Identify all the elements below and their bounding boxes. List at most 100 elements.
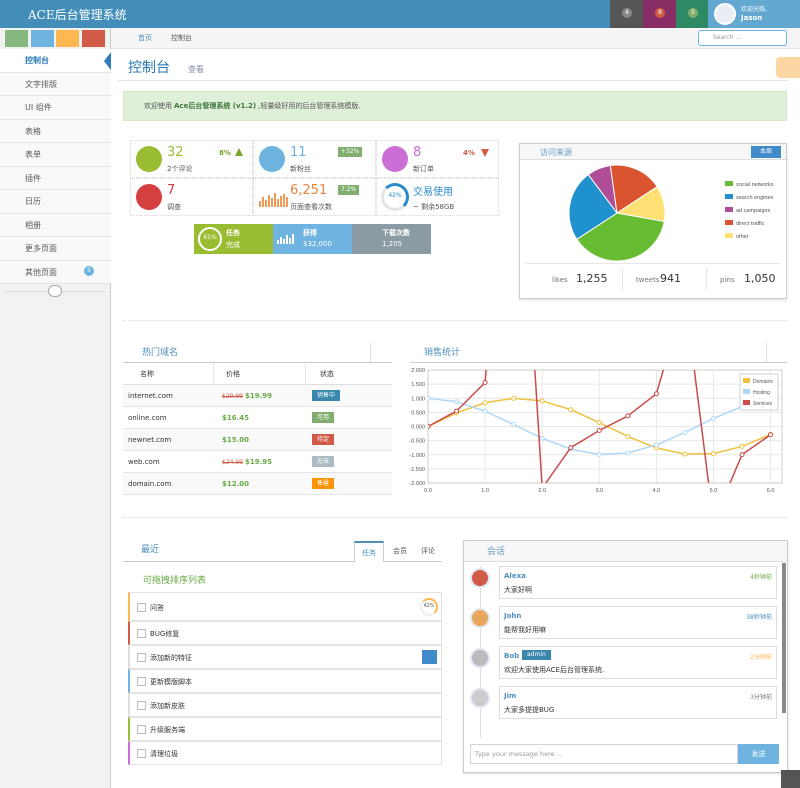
legend-label: Domains xyxy=(753,379,773,385)
task-checkbox[interactable] xyxy=(137,749,146,758)
menu-item[interactable]: 插件 xyxy=(0,166,111,190)
legend-swatch xyxy=(725,207,733,212)
chat-scrollbar xyxy=(782,563,786,713)
menu-item[interactable]: 文字排版 xyxy=(0,72,111,96)
x-tick-label: 1.0 xyxy=(481,488,489,494)
stat-sep xyxy=(622,268,623,290)
chat-name[interactable]: John xyxy=(504,612,522,620)
domain-name: domain.com xyxy=(128,480,172,488)
legend-swatch xyxy=(743,389,750,394)
menu-item[interactable]: 控制台 xyxy=(0,49,111,73)
spark-bar xyxy=(286,197,288,207)
domain-name: online.com xyxy=(128,414,167,422)
chat-avatar xyxy=(470,648,490,668)
brand[interactable]: ACE后台管理系统 xyxy=(28,8,127,22)
crumb[interactable]: 首页 xyxy=(138,34,152,42)
nav-badge: 8 xyxy=(655,8,665,18)
menu-label: 相册 xyxy=(25,220,41,230)
menu-item[interactable]: 表单 xyxy=(0,143,111,167)
chat-name[interactable]: Alexa xyxy=(504,572,526,580)
menu-item[interactable]: 日历 xyxy=(0,190,111,214)
search-box[interactable]: Search ... xyxy=(698,30,787,46)
collapse-toggle[interactable] xyxy=(48,285,62,297)
user-menu[interactable]: 欢迎光临, Jason xyxy=(708,0,800,28)
task-item[interactable]: BUG修复 xyxy=(128,621,442,645)
section-title: 销售统计 xyxy=(424,348,461,358)
settings-tab[interactable] xyxy=(776,57,800,78)
title-line xyxy=(410,362,787,363)
task-checkbox[interactable] xyxy=(137,602,146,612)
menu-label: UI 组件 xyxy=(25,103,52,112)
mini-title: 下载次数 xyxy=(382,229,410,237)
shortcut[interactable] xyxy=(5,30,28,47)
spark-bar xyxy=(262,197,264,207)
task-item[interactable]: 添加新的特征 xyxy=(128,645,442,669)
legend-label: direct traffic xyxy=(736,221,765,227)
task-checkbox[interactable] xyxy=(137,701,146,710)
domain-price: $15.00 xyxy=(222,436,249,444)
scroll-top[interactable] xyxy=(781,770,800,788)
task-item[interactable]: 升级服务端 xyxy=(128,717,442,741)
series-point xyxy=(482,400,488,406)
task-checkbox[interactable] xyxy=(137,629,146,638)
domain-name: internet.com xyxy=(128,392,173,400)
task-item[interactable]: 清理垃圾 xyxy=(128,741,442,765)
legend-label: search engines xyxy=(736,195,774,201)
menu-item[interactable]: 更多页面 xyxy=(0,237,111,261)
widget-button[interactable]: 本周 xyxy=(751,146,781,158)
domain-name: newnet.com xyxy=(128,436,172,444)
status-label: 无效 xyxy=(312,456,335,467)
menu-item[interactable]: 相册 xyxy=(0,213,111,237)
tab[interactable]: 任务 xyxy=(354,541,384,562)
tab[interactable]: 会员 xyxy=(393,547,407,555)
shortcut[interactable] xyxy=(56,30,79,47)
price: $12.00 xyxy=(222,480,250,488)
shortcut[interactable] xyxy=(30,30,54,47)
infobox-number: 7 xyxy=(167,183,176,198)
chat-title: 会话 xyxy=(487,547,506,557)
task-label: 添加新的特征 xyxy=(150,654,192,662)
series-point xyxy=(511,421,517,427)
send-button[interactable]: 发送 xyxy=(738,744,779,764)
domain-price: $24.99 $19.95 xyxy=(222,458,272,466)
task-checkbox[interactable] xyxy=(137,653,146,662)
nav-item[interactable]: 5 xyxy=(676,0,709,28)
menu-label: 更多页面 xyxy=(25,244,57,253)
mini-title: 获得 xyxy=(303,229,317,237)
old-price: $24.99 xyxy=(222,459,243,466)
y-tick-label: -0.500 xyxy=(409,439,425,445)
x-tick-label: 4.0 xyxy=(653,488,661,494)
series-point xyxy=(482,380,488,386)
nav-item[interactable]: 8 xyxy=(643,0,676,28)
chat-input[interactable]: Type your message here ... xyxy=(470,744,738,764)
task-item[interactable]: 更新模版脚本 xyxy=(128,669,442,693)
breadcrumbs xyxy=(111,28,800,49)
infobox-label: 页面查看次数 xyxy=(290,203,332,211)
task-action[interactable] xyxy=(422,650,437,664)
menu-label: 其他页面 xyxy=(25,267,57,277)
section-title: 热门域名 xyxy=(142,348,179,358)
menu-item[interactable]: UI 组件 xyxy=(0,96,111,120)
task-checkbox[interactable] xyxy=(137,677,146,686)
chat-name[interactable]: Jim xyxy=(504,692,517,700)
menu-item[interactable]: 其他页面 xyxy=(0,260,111,284)
status-label: 售罄 xyxy=(312,478,335,489)
stat-arrow xyxy=(481,149,489,157)
task-checkbox[interactable] xyxy=(137,725,146,734)
chat-time: 3分钟前 xyxy=(750,694,772,701)
task-item[interactable]: 添加新皮肤 xyxy=(128,693,442,717)
task-item[interactable]: 问答 42% xyxy=(128,592,442,621)
chat-name[interactable]: Bob xyxy=(504,652,520,660)
menu-item[interactable]: 表格 xyxy=(0,119,111,143)
series-point xyxy=(539,435,545,441)
stat-value: 1,050 xyxy=(744,272,776,285)
title-line xyxy=(123,561,442,562)
price: $19.95 xyxy=(245,458,273,466)
nav-item[interactable]: 4 xyxy=(610,0,643,28)
series-point xyxy=(454,399,460,405)
tab[interactable]: 评论 xyxy=(421,547,435,555)
series-point xyxy=(739,452,745,458)
pie-slice xyxy=(615,186,666,222)
section-title: 最近 xyxy=(141,545,160,555)
shortcut[interactable] xyxy=(81,30,105,47)
